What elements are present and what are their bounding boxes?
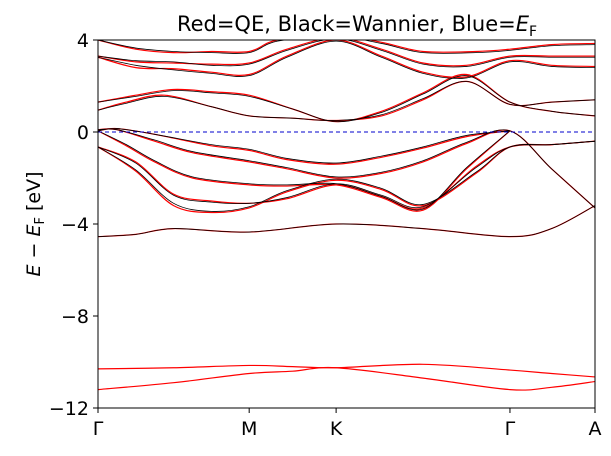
y-axis-label: E − EF [eV]	[23, 171, 48, 276]
band-line-qe-4	[98, 140, 595, 210]
band-line-wannier-6	[98, 80, 595, 121]
svg-text:E − EF [eV]: E − EF [eV]	[23, 171, 48, 276]
y-tick-label-4: 4	[77, 30, 89, 52]
band-line-qe-5	[98, 130, 511, 212]
y-tick-label-1: −8	[61, 306, 89, 328]
band-line-wannier-2	[98, 140, 595, 209]
chart-title-subscript: F	[529, 24, 537, 40]
y-axis-label-subscript: F	[33, 217, 48, 224]
band-line-qe-6	[98, 128, 595, 209]
y-axis-label-minus: −	[23, 237, 45, 265]
x-tick-label-1: M	[241, 418, 257, 440]
x-tick-label-2: K	[330, 418, 343, 440]
band-line-qe-9	[98, 73, 595, 123]
band-line-qe-2	[98, 205, 595, 238]
band-line-qe-12	[98, 40, 595, 54]
band-line-wannier-1	[98, 140, 595, 212]
x-tick-label-3: Γ	[505, 418, 516, 440]
band-line-wannier-10	[98, 40, 595, 54]
y-axis-label-e: E	[23, 265, 45, 277]
chart-title-symbol: E	[516, 12, 530, 36]
band-line-qe-7	[98, 127, 511, 165]
y-tick-label-0: −12	[49, 398, 89, 420]
y-tick-label-2: −4	[61, 214, 89, 236]
chart-title: Red=QE, Black=Wannier, Blue=EF	[177, 12, 537, 40]
band-line-wannier-5	[98, 128, 511, 164]
x-tick-label-4: A	[589, 418, 602, 440]
x-tick-label-0: Γ	[93, 418, 104, 440]
band-line-wannier-7	[98, 75, 595, 123]
plot-area	[97, 39, 596, 409]
band-line-wannier-4	[98, 128, 595, 209]
band-line-qe-11	[98, 40, 595, 67]
y-axis-label-unit: [eV]	[23, 171, 45, 217]
chart-title-prefix: Red=QE, Black=Wannier, Blue=	[177, 12, 516, 36]
band-line-wannier-9	[98, 40, 595, 68]
band-line-wannier-0	[98, 205, 595, 238]
bands-layer	[98, 40, 595, 391]
axis-ticks: −12 −8 −4 0 4 Γ M K Γ A	[49, 30, 602, 440]
band-line-wannier-8	[98, 40, 595, 79]
band-line-qe-1	[98, 363, 595, 378]
band-line-wannier-3	[98, 130, 511, 211]
band-line-qe-8	[98, 80, 595, 122]
y-axis-label-symbol: E	[23, 225, 45, 237]
y-tick-label-3: 0	[77, 122, 89, 144]
band-line-qe-10	[98, 40, 595, 78]
